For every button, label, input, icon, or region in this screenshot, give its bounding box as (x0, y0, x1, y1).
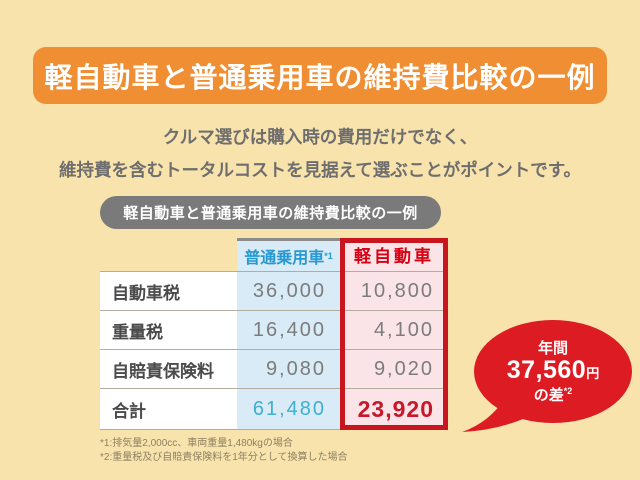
cost-comparison-table: 普通乗用車 *1 軽自動車 自動車税 36,000 10,800 重量税 16,4… (100, 238, 448, 430)
regular-car-automobile-tax: 36,000 (237, 271, 340, 310)
kei-car-automobile-tax: 10,800 (340, 271, 448, 310)
kei-car-header-label: 軽自動車 (354, 247, 434, 266)
footnote-1: *1:排気量2,000cc、車両重量1,480kgの場合 (100, 438, 293, 449)
column-header-kei-car: 軽自動車 (340, 238, 448, 271)
regular-car-total: 61,480 (237, 388, 340, 430)
footnote-2: *2:重量税及び自賠責保険料を1年分として換算した場合 (100, 452, 348, 463)
savings-diff-label: の差 (533, 386, 564, 404)
regular-car-weight-tax: 16,400 (237, 310, 340, 349)
row-label-total: 合計 (100, 388, 237, 430)
table-title: 軽自動車と普通乗用車の維持費比較の一例 (123, 205, 418, 222)
savings-unit: 円 (586, 365, 600, 381)
savings-diff-line: の差*2 (533, 385, 573, 404)
regular-car-insurance: 9,080 (237, 349, 340, 388)
row-label-weight-tax: 重量税 (100, 310, 237, 349)
column-header-regular-car: 普通乗用車 *1 (237, 238, 340, 271)
main-title-banner: 軽自動車と普通乗用車の維持費比較の一例 (33, 47, 607, 104)
savings-amount: 37,560 (506, 355, 587, 384)
main-title: 軽自動車と普通乗用車の維持費比較の一例 (44, 61, 596, 93)
kei-car-insurance: 9,020 (340, 349, 448, 388)
header-empty-cell (100, 238, 237, 271)
kei-car-total: 23,920 (340, 388, 448, 430)
savings-amount-line: 37,560円 (506, 355, 600, 387)
intro-line-2: 維持費を含むトータルコストを見据えて選ぶことがポイントです。 (58, 160, 582, 180)
intro-text: クルマ選びは購入時の費用だけでなく、 維持費を含むトータルコストを見据えて選ぶこ… (0, 121, 640, 187)
footnotes: *1:排気量2,000cc、車両重量1,480kgの場合 *2:重量税及び自賠責… (100, 437, 348, 465)
regular-car-header-label: 普通乗用車 (244, 250, 325, 267)
savings-period-label: 年間 (537, 339, 568, 357)
row-label-insurance: 自賠責保険料 (100, 349, 237, 388)
intro-line-1: クルマ選びは購入時の費用だけでなく、 (162, 127, 478, 147)
annual-savings-bubble: 年間 37,560円 の差*2 (474, 320, 632, 423)
savings-footnote-marker: *2 (563, 385, 573, 396)
kei-car-weight-tax: 4,100 (340, 310, 448, 349)
row-label-automobile-tax: 自動車税 (100, 271, 237, 310)
table-title-badge: 軽自動車と普通乗用車の維持費比較の一例 (100, 196, 441, 229)
